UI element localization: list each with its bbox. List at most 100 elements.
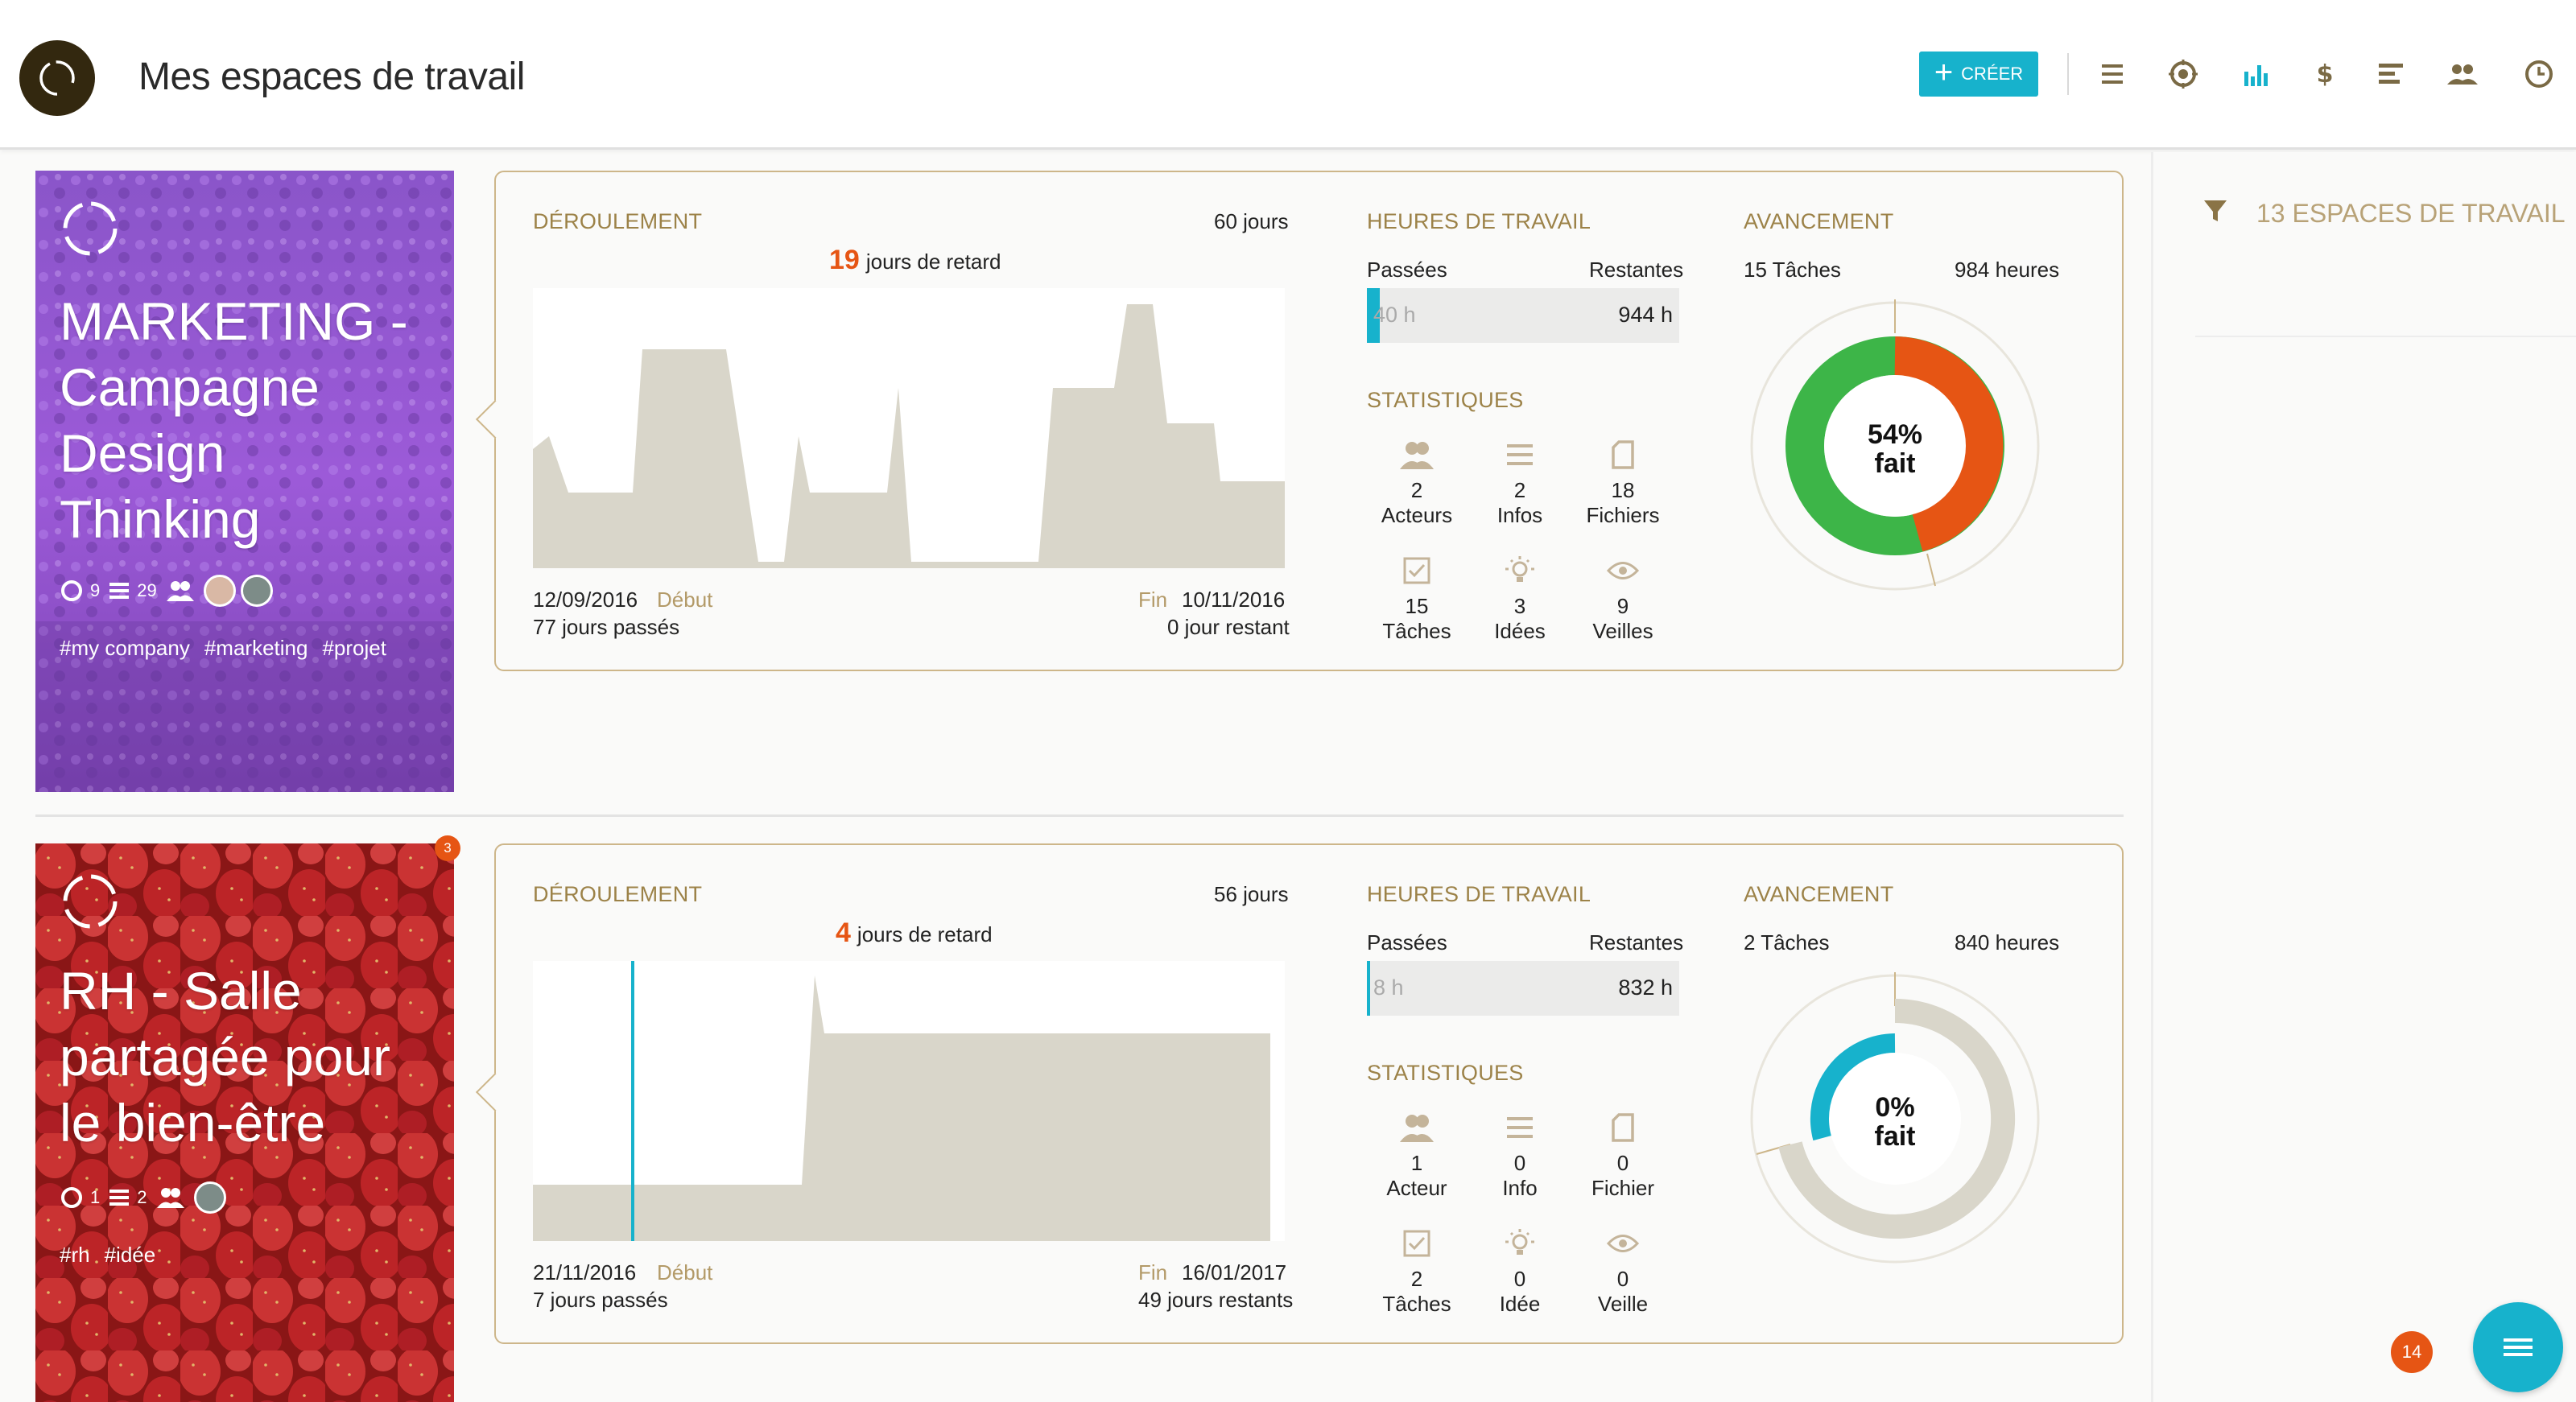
- bar-chart-icon[interactable]: [2240, 56, 2275, 92]
- passed-label: Passées: [1367, 258, 1447, 282]
- menu-fab-button[interactable]: [2473, 1302, 2563, 1392]
- notification-badge[interactable]: 3: [435, 835, 460, 861]
- workspace-count-label[interactable]: 13 ESPACES DE TRAVAIL: [2256, 199, 2566, 228]
- circle-icon: [61, 580, 82, 601]
- start-label: Début: [657, 588, 713, 612]
- hours-total: 984 heures: [1955, 258, 2060, 282]
- gantt-icon[interactable]: [2373, 56, 2409, 92]
- hours-total: 840 heures: [1955, 930, 2060, 955]
- timeline-area-chart: [533, 961, 1270, 1241]
- days-passed: 77 jours passés: [533, 615, 680, 639]
- heures-title: HEURES DE TRAVAIL: [1367, 882, 1591, 906]
- tag[interactable]: #projet: [322, 636, 386, 660]
- users-icon: [1400, 1115, 1434, 1142]
- workspace-ring-icon: [63, 201, 118, 256]
- file-icon: [1612, 1113, 1634, 1142]
- list-icon[interactable]: [2095, 56, 2130, 92]
- avatar[interactable]: [193, 1181, 226, 1214]
- remaining-label: Restantes: [1589, 930, 1684, 955]
- tag[interactable]: #rh: [60, 1243, 90, 1267]
- tag[interactable]: #my company: [60, 636, 190, 660]
- start-label: Début: [657, 1260, 713, 1284]
- notification-count-badge[interactable]: 14: [2391, 1331, 2433, 1373]
- hours-progress-fill: [1367, 961, 1370, 1016]
- total-days: 60 jours: [1214, 209, 1289, 233]
- create-button-label: CRÉER: [1961, 64, 2024, 84]
- workspace-detail-panel: DÉROULEMENT 56 jours 4 jours de retard 21…: [475, 843, 2124, 1344]
- users-icon: [156, 1188, 184, 1208]
- create-button[interactable]: + CRÉER: [1919, 52, 2038, 97]
- users-icon: [166, 581, 194, 601]
- file-icon: [1612, 440, 1634, 469]
- stat-tasks[interactable]: 15 Tâches: [1360, 550, 1473, 644]
- workspace-title[interactable]: MARKETING - Campagne Design Thinking: [60, 291, 408, 549]
- delay-indicator: 4 jours de retard: [836, 917, 993, 948]
- filter-icon[interactable]: [2202, 197, 2229, 225]
- team-icon[interactable]: [2446, 56, 2481, 92]
- stat-files[interactable]: 18 Fichiers: [1567, 435, 1679, 528]
- clock-icon[interactable]: [2521, 56, 2557, 92]
- start-date: 12/09/2016: [533, 588, 638, 612]
- hours-progress-fill: [1367, 288, 1380, 343]
- stat-ideas[interactable]: 0 Idée: [1463, 1223, 1576, 1317]
- timeline-chart[interactable]: [533, 288, 1285, 568]
- stat-files[interactable]: 0 Fichier: [1567, 1107, 1679, 1201]
- workspace-detail-panel: DÉROULEMENT 60 jours 19 jours de retard 1…: [475, 171, 2124, 671]
- workspace-cover-image: [35, 171, 454, 792]
- delay-indicator: 19 jours de retard: [829, 245, 1001, 275]
- deroulement-title: DÉROULEMENT: [533, 882, 703, 906]
- progress-donut[interactable]: [1748, 299, 2041, 592]
- days-passed: 7 jours passés: [533, 1288, 668, 1312]
- target-icon[interactable]: [2165, 56, 2201, 92]
- workspace-cover-image: [35, 843, 454, 1402]
- passed-label: Passées: [1367, 930, 1447, 955]
- timeline-chart[interactable]: [533, 961, 1285, 1241]
- stat-infos[interactable]: 0 Info: [1463, 1107, 1576, 1201]
- list-icon: [109, 1190, 130, 1206]
- workspace-divider: [35, 814, 2124, 817]
- app-logo[interactable]: [19, 40, 95, 116]
- days-left: 49 jours restants: [1138, 1288, 1294, 1312]
- tag[interactable]: #marketing: [204, 636, 308, 660]
- ring-logo-icon: [39, 60, 75, 96]
- stat-ideas[interactable]: 3 Idées: [1463, 550, 1576, 644]
- days-left: 0 jour restant: [1167, 615, 1290, 639]
- stat-infos[interactable]: 2 Infos: [1463, 435, 1576, 528]
- avancement-title: AVANCEMENT: [1744, 209, 1894, 233]
- stat-actors[interactable]: 2 Acteurs: [1360, 435, 1473, 528]
- meta-goals: 9: [60, 579, 100, 603]
- stat-actors[interactable]: 1 Acteur: [1360, 1107, 1473, 1201]
- tag[interactable]: #idée: [104, 1243, 156, 1267]
- workspace-meta: 1 2: [60, 1181, 226, 1214]
- start-date: 21/11/2016: [533, 1260, 637, 1284]
- header-separator: [2067, 53, 2069, 95]
- workspace-ring-icon: [63, 874, 118, 929]
- workspace-card[interactable]: MARKETING - Campagne Design Thinking 9 2…: [35, 171, 454, 792]
- workspace-meta: 9 29: [60, 575, 273, 607]
- list-icon: [1507, 444, 1533, 465]
- progress-label: 54% fait: [1867, 419, 1923, 479]
- end-date: 10/11/2016: [1182, 588, 1286, 612]
- progress-donut[interactable]: [1748, 972, 2041, 1265]
- end-date: 16/01/2017: [1182, 1260, 1287, 1284]
- end-label: Fin: [1138, 1260, 1168, 1284]
- stats-title: STATISTIQUES: [1367, 388, 1524, 412]
- tasks-count: 2 Tâches: [1744, 930, 1830, 955]
- stat-watch[interactable]: 0 Veille: [1567, 1223, 1679, 1317]
- eye-icon: [1607, 562, 1639, 579]
- avatar[interactable]: [203, 575, 236, 607]
- lightbulb-icon: [1505, 1229, 1534, 1255]
- progress-label: 0% fait: [1874, 1092, 1916, 1152]
- workspace-card[interactable]: RH - Salle partagée pour le bien-être 1 …: [35, 843, 454, 1402]
- stat-tasks[interactable]: 2 Tâches: [1360, 1223, 1473, 1317]
- workspace-title[interactable]: RH - Salle partagée pour le bien-être: [60, 961, 390, 1153]
- remaining-label: Restantes: [1589, 258, 1684, 282]
- sidebar-divider: [2195, 336, 2576, 337]
- dollar-icon[interactable]: $: [2316, 60, 2334, 89]
- meta-items: 29: [109, 580, 157, 601]
- avatar[interactable]: [240, 575, 273, 607]
- stat-watch[interactable]: 9 Veilles: [1567, 550, 1679, 644]
- avancement-title: AVANCEMENT: [1744, 882, 1894, 906]
- users-icon: [1400, 442, 1434, 469]
- top-header: Mes espaces de travail + CRÉER $: [0, 0, 2576, 150]
